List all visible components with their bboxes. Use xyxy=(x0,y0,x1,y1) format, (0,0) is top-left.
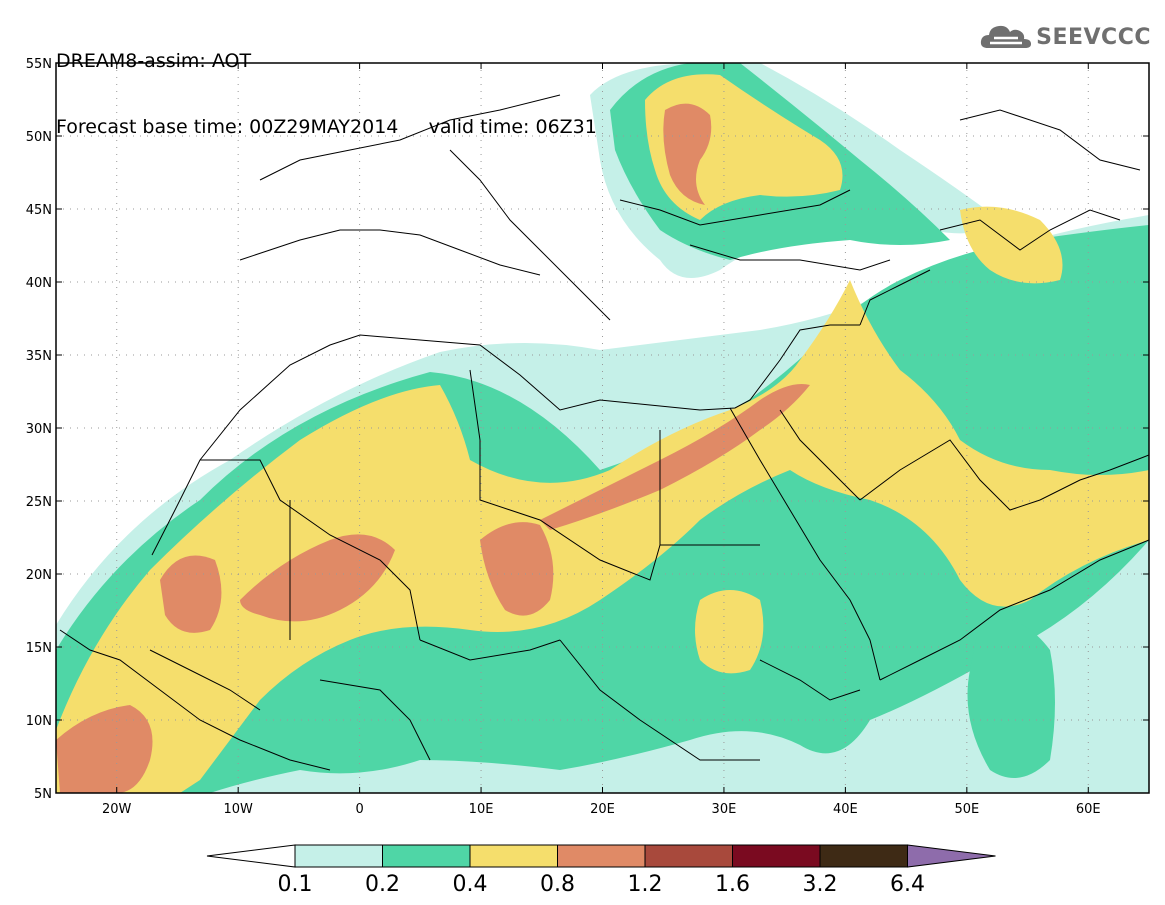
lat-tick-label: 50N xyxy=(26,130,52,145)
lon-tick-label: 50E xyxy=(954,802,979,817)
coastlines-borders xyxy=(59,94,1149,771)
colorbar-label: 1.6 xyxy=(715,872,750,897)
lon-tick-label: 0 xyxy=(355,802,363,817)
colorbar-label: 0.2 xyxy=(365,872,400,897)
lat-tick-label: 5N xyxy=(34,787,52,802)
colorbar-label: 0.1 xyxy=(278,872,313,897)
colorbar-swatch xyxy=(819,844,908,868)
lat-tick-label: 25N xyxy=(26,495,52,510)
seevccc-logo: SEEVCCC xyxy=(980,22,1151,52)
lon-tick-label: 10W xyxy=(223,802,253,817)
lon-tick-label: 20E xyxy=(590,802,615,817)
lat-tick-label: 55N xyxy=(26,57,52,72)
aot-colorbar xyxy=(206,844,996,868)
latitude-axis: 55N 50N 45N 40N 35N 30N 25N 20N 15N 10N 5N xyxy=(26,57,1149,802)
colorbar-swatch xyxy=(469,844,558,868)
colorbar-max-arrow xyxy=(907,844,996,868)
longitude-axis: 20W 10W 0 10E 20E 30E 40E 50E 60E xyxy=(102,63,1101,817)
lat-tick-label: 35N xyxy=(26,349,52,364)
lat-tick-label: 20N xyxy=(26,568,52,583)
lat-tick-label: 30N xyxy=(26,422,52,437)
colorbar-swatch xyxy=(294,844,383,868)
colorbar-swatch xyxy=(557,844,646,868)
colorbar-label: 0.4 xyxy=(453,872,488,897)
lat-tick-label: 45N xyxy=(26,203,52,218)
colorbar-swatch xyxy=(732,844,821,868)
title-line-model: DREAM8-assim: AOT xyxy=(56,50,252,72)
colorbar-label: 1.2 xyxy=(628,872,663,897)
colorbar-swatch xyxy=(382,844,471,868)
colorbar-label: 0.8 xyxy=(540,872,575,897)
logo-text: SEEVCCC xyxy=(1036,24,1151,50)
colorbar-swatch xyxy=(644,844,733,868)
colorbar-label: 3.2 xyxy=(803,872,838,897)
colorbar-labels: 0.1 0.2 0.4 0.8 1.2 1.6 3.2 6.4 xyxy=(278,872,926,897)
map-gridlines xyxy=(56,63,1149,793)
aot-level-0-8 xyxy=(56,103,810,793)
lon-tick-label: 20W xyxy=(102,802,132,817)
lon-tick-label: 30E xyxy=(712,802,737,817)
lat-tick-label: 10N xyxy=(26,714,52,729)
colorbar-min-arrow xyxy=(206,844,296,868)
colorbar-label: 6.4 xyxy=(890,872,925,897)
lat-tick-label: 40N xyxy=(26,276,52,291)
lon-tick-label: 40E xyxy=(833,802,858,817)
lon-tick-label: 60E xyxy=(1076,802,1101,817)
cloud-icon xyxy=(981,25,1032,48)
lon-tick-label: 10E xyxy=(469,802,494,817)
lat-tick-label: 15N xyxy=(26,641,52,656)
